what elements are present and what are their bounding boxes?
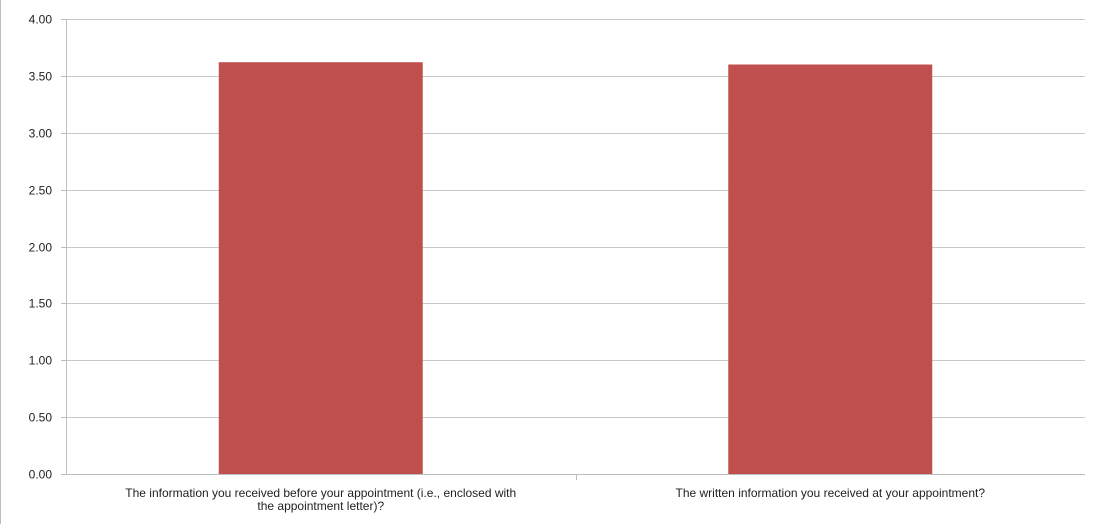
- y-tick-label: 3.00: [29, 127, 53, 141]
- y-tick-label: 0.50: [29, 411, 53, 425]
- y-tick-label: 2.00: [29, 241, 53, 255]
- x-tick-labels: The information you received before your…: [125, 486, 985, 513]
- y-tick-label: 4.00: [29, 13, 53, 27]
- axes: [61, 19, 1085, 480]
- bar: [218, 62, 423, 474]
- y-tick-label: 2.50: [29, 184, 53, 198]
- x-tick-label: The written information you received at …: [676, 486, 986, 500]
- y-tick-label: 1.50: [29, 297, 53, 311]
- y-tick-label: 1.00: [29, 354, 53, 368]
- y-tick-label: 3.50: [29, 70, 53, 84]
- y-tick-labels: 0.00 0.50 1.00 1.50 2.00 2.50 3.00 3.50 4.00: [29, 13, 53, 482]
- frame-left-border: [0, 0, 1, 524]
- bars: [218, 62, 933, 474]
- y-tick-label: 0.00: [29, 468, 53, 482]
- bar: [728, 64, 933, 474]
- x-tick-label: The information you received before your…: [125, 486, 516, 513]
